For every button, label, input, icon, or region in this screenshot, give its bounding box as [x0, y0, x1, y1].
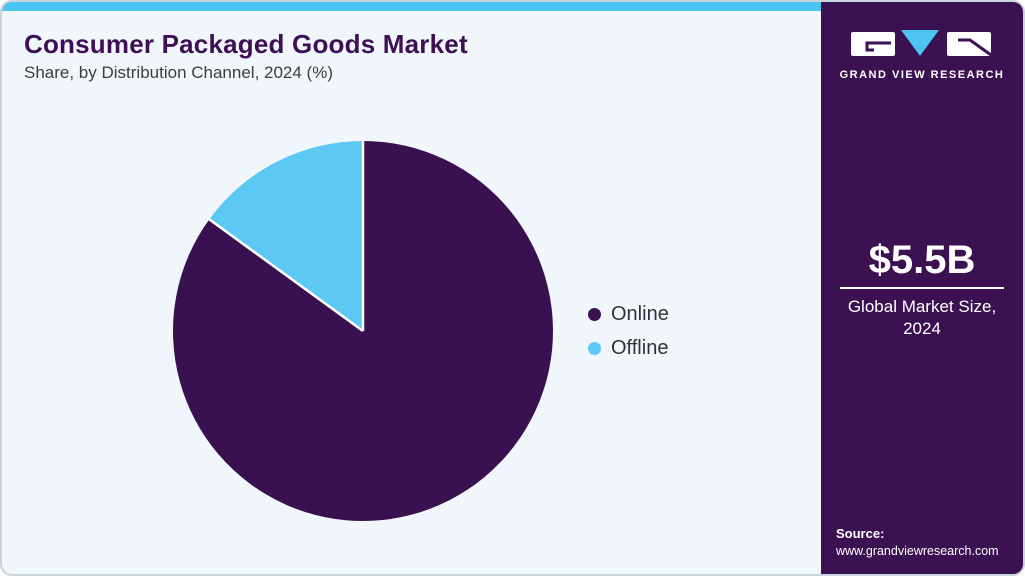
legend-item-offline: Offline — [588, 337, 669, 360]
legend-dot-offline-icon — [588, 342, 601, 355]
brand-sidebar: GRAND VIEW RESEARCH $5.5B Global Market … — [821, 2, 1023, 574]
market-size-label: Global Market Size, 2024 — [847, 297, 997, 339]
source-label: Source: — [836, 526, 885, 541]
legend-label-offline: Offline — [611, 337, 669, 359]
chart-legend: Online Offline — [588, 303, 669, 360]
legend-label-online: Online — [611, 303, 669, 325]
market-size-value: $5.5B — [868, 238, 976, 282]
logo-text: GRAND VIEW RESEARCH — [839, 69, 1005, 81]
source-url: www.grandviewresearch.com — [836, 544, 999, 558]
pie-chart-area — [172, 140, 554, 522]
divider-line — [840, 287, 1004, 289]
gvr-logo-icon — [851, 30, 992, 57]
source-block: Source: www.grandviewresearch.com — [836, 526, 999, 558]
top-accent-bar — [2, 2, 823, 11]
legend-item-online: Online — [588, 303, 669, 326]
pie-slice-boundary — [208, 218, 364, 333]
page-subtitle: Share, by Distribution Channel, 2024 (%) — [24, 63, 333, 82]
grand-view-research-logo: GRAND VIEW RESEARCH — [821, 30, 1023, 81]
page-title: Consumer Packaged Goods Market — [24, 29, 468, 59]
pie-slice-offline — [209, 141, 363, 331]
pie-chart — [172, 141, 553, 521]
legend-dot-online-icon — [588, 308, 601, 321]
market-size-block: $5.5B Global Market Size, 2024 — [821, 240, 1023, 340]
